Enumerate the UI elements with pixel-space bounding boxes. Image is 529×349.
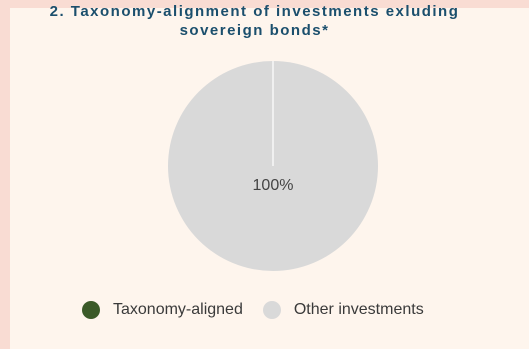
legend-label-taxonomy-aligned: Taxonomy-aligned <box>113 301 243 318</box>
chart-legend: Taxonomy-aligned Other investments <box>82 299 444 321</box>
chart-title: 2. Taxonomy-alignment of investments exl… <box>0 2 519 40</box>
legend-swatch-other-investments <box>262 301 281 319</box>
pie-data-label-other: 100% <box>253 177 294 194</box>
legend-item-other-investments: Other investments <box>262 301 424 319</box>
legend-swatch-taxonomy-aligned <box>82 301 100 319</box>
chart-title-line-1: 2. Taxonomy-alignment of investments exl… <box>49 3 460 20</box>
chart-title-line-2: sovereign bonds* <box>179 22 330 39</box>
legend-label-other-investments: Other investments <box>293 301 424 318</box>
legend-item-taxonomy-aligned: Taxonomy-aligned <box>82 301 243 319</box>
